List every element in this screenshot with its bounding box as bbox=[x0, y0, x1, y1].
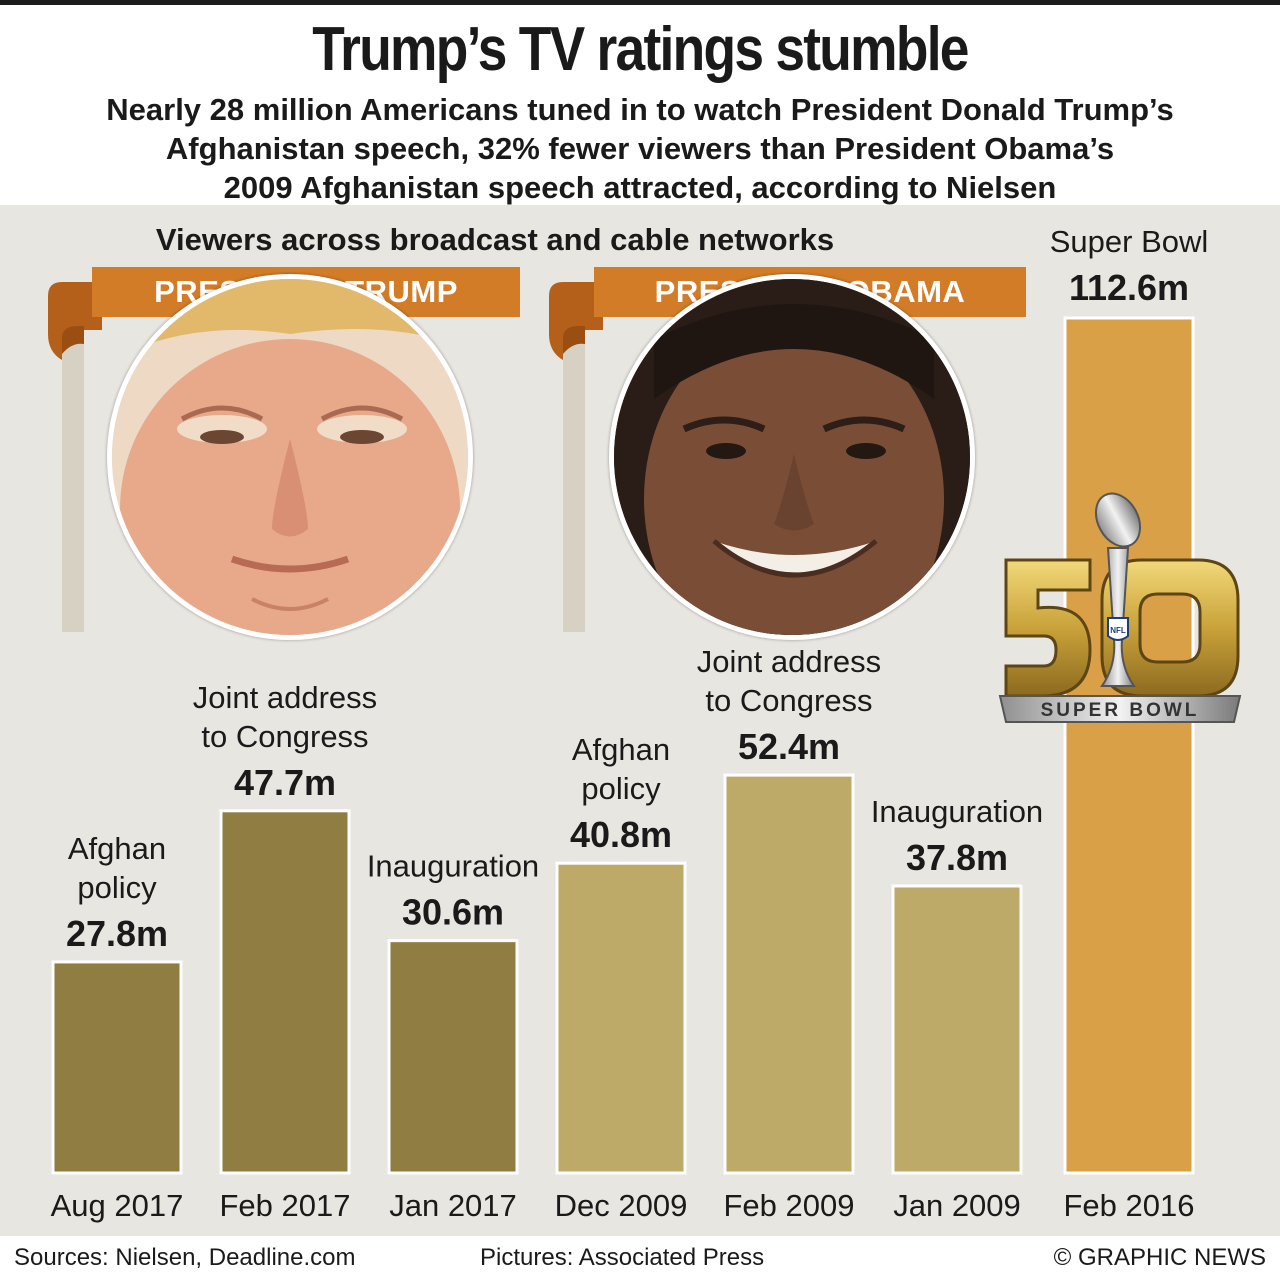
event-label: Afghan bbox=[572, 732, 670, 767]
bar-2 bbox=[387, 939, 519, 1175]
super-bowl-50-logo: NFL SUPER BOWL bbox=[998, 492, 1242, 723]
category-label: Feb 2016 bbox=[1064, 1188, 1195, 1223]
bar-3 bbox=[555, 861, 687, 1175]
bar-5 bbox=[891, 884, 1023, 1175]
nfl-shield-text: NFL bbox=[1110, 626, 1126, 635]
event-label: Super Bowl bbox=[1050, 224, 1209, 259]
footer: Sources: Nielsen, Deadline.com Pictures:… bbox=[0, 1236, 1280, 1286]
banner-pole-obama bbox=[563, 330, 585, 632]
event-label: to Congress bbox=[201, 719, 368, 754]
category-label: Jan 2009 bbox=[893, 1188, 1021, 1223]
value-label: 40.8m bbox=[570, 814, 672, 855]
banner-curl-obama bbox=[549, 282, 603, 360]
subtitle-line: Afghanistan speech, 32% fewer viewers th… bbox=[165, 131, 1115, 166]
page-title: Trump’s TV ratings stumble bbox=[312, 15, 969, 84]
trump-photo bbox=[107, 274, 473, 640]
value-label: 37.8m bbox=[906, 837, 1008, 878]
value-label: 52.4m bbox=[738, 726, 840, 767]
value-label: 47.7m bbox=[234, 762, 336, 803]
value-label: 30.6m bbox=[402, 892, 504, 933]
event-label: Joint address bbox=[697, 644, 881, 679]
subtitle-line: 2009 Afghanistan speech attracted, accor… bbox=[223, 170, 1057, 205]
bar-1 bbox=[219, 809, 351, 1175]
event-label: policy bbox=[581, 771, 661, 806]
top-rule bbox=[0, 0, 1280, 5]
value-label: 27.8m bbox=[66, 913, 168, 954]
value-label: 112.6m bbox=[1069, 267, 1189, 308]
event-label: Afghan bbox=[68, 831, 166, 866]
category-label: Aug 2017 bbox=[51, 1188, 184, 1223]
pictures-credit: Pictures: Associated Press bbox=[480, 1244, 765, 1271]
obama-photo bbox=[609, 274, 975, 640]
banner-pole-trump bbox=[62, 330, 84, 632]
category-label: Jan 2017 bbox=[389, 1188, 517, 1223]
event-label: Joint address bbox=[193, 680, 377, 715]
category-label: Dec 2009 bbox=[555, 1188, 688, 1223]
section-label: Viewers across broadcast and cable netwo… bbox=[155, 222, 835, 257]
banner-curl-trump bbox=[48, 282, 102, 360]
category-label: Feb 2009 bbox=[724, 1188, 855, 1223]
event-label: Inauguration bbox=[871, 794, 1043, 829]
bar-6 bbox=[1063, 316, 1195, 1175]
logo-super-bowl-text: SUPER BOWL bbox=[1041, 700, 1200, 721]
event-label: to Congress bbox=[705, 683, 872, 718]
category-label: Feb 2017 bbox=[220, 1188, 351, 1223]
bar-4 bbox=[723, 773, 855, 1175]
bar-chart: Aug 2017 27.8m Afghan policy Feb 2017 47.7m Jo… bbox=[51, 224, 1209, 1223]
subtitle: Nearly 28 million Americans tuned in to … bbox=[20, 90, 1260, 207]
bar-0 bbox=[51, 960, 183, 1175]
event-label: Inauguration bbox=[367, 849, 539, 884]
event-label: policy bbox=[77, 870, 157, 905]
sources-text: Sources: Nielsen, Deadline.com bbox=[14, 1244, 356, 1271]
copyright-text: © GRAPHIC NEWS bbox=[1053, 1244, 1266, 1271]
subtitle-line: Nearly 28 million Americans tuned in to … bbox=[106, 92, 1174, 127]
